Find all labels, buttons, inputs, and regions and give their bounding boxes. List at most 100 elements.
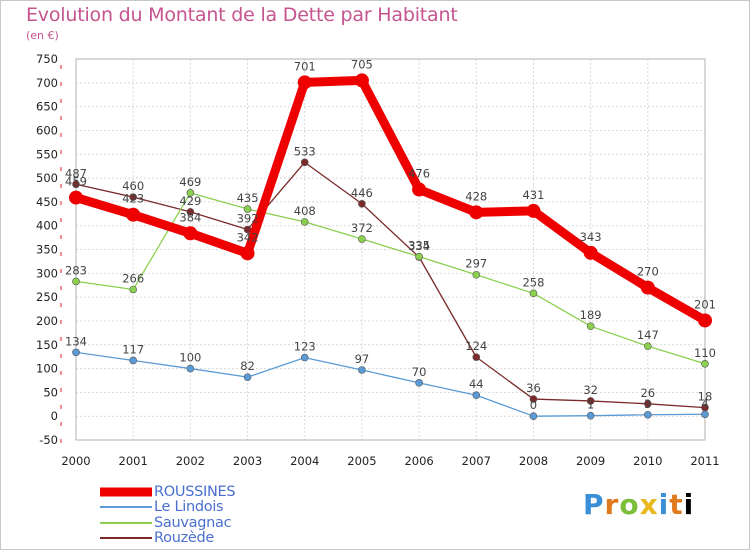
y-tick-label: 150 xyxy=(36,338,58,352)
data-label: 384 xyxy=(179,210,201,224)
data-point xyxy=(701,410,709,419)
legend-item: ROUSSINES xyxy=(100,483,236,500)
data-point xyxy=(586,397,595,405)
data-label: 431 xyxy=(522,188,544,202)
data-label: 343 xyxy=(580,230,602,244)
data-point xyxy=(472,270,481,279)
data-label: 3 xyxy=(644,397,651,411)
y-tick-label: 100 xyxy=(36,362,58,376)
data-label: 705 xyxy=(351,57,373,71)
data-label: 297 xyxy=(465,257,487,271)
y-tick-label: 250 xyxy=(36,290,58,304)
data-label: 335 xyxy=(408,239,430,253)
data-label: 18 xyxy=(698,390,713,404)
data-label: 117 xyxy=(122,342,144,356)
y-tick-label: 200 xyxy=(36,314,58,328)
plot-area xyxy=(76,59,705,440)
data-label: 334 xyxy=(408,239,430,253)
x-tick-label: 2010 xyxy=(633,454,662,468)
data-point xyxy=(472,391,481,400)
x-tick-label: 2001 xyxy=(119,454,148,468)
data-point xyxy=(358,199,366,208)
data-label: 533 xyxy=(294,144,316,158)
data-point xyxy=(358,235,366,243)
data-label: 70 xyxy=(412,365,427,379)
data-point xyxy=(297,75,312,90)
y-tick-label: 350 xyxy=(36,243,58,257)
y-tick-label: 300 xyxy=(36,266,58,280)
data-label: 123 xyxy=(294,340,316,354)
data-label: 100 xyxy=(179,351,201,365)
data-point xyxy=(586,322,595,330)
data-point xyxy=(72,180,80,189)
data-label: 36 xyxy=(526,381,541,395)
x-tick-label: 2007 xyxy=(462,454,491,468)
data-label: 469 xyxy=(179,175,201,189)
data-point xyxy=(358,366,366,374)
data-point xyxy=(129,285,137,294)
data-point xyxy=(529,395,538,403)
data-label: 32 xyxy=(583,383,598,397)
data-point xyxy=(129,193,137,201)
legend-label-sauvagnac: Sauvagnac xyxy=(154,514,232,531)
grid xyxy=(75,58,706,441)
y-tick-label: 50 xyxy=(43,385,58,399)
data-point xyxy=(583,245,598,260)
data-label: 1 xyxy=(587,398,594,412)
legend-label-roussines: ROUSSINES xyxy=(154,483,236,500)
data-label: 82 xyxy=(240,359,255,373)
data-label: 423 xyxy=(122,192,144,206)
data-label: 26 xyxy=(640,386,655,400)
data-point xyxy=(644,410,652,419)
x-tick-label: 2002 xyxy=(176,454,205,468)
data-point xyxy=(186,189,195,197)
series-line-sauvagnac xyxy=(75,192,706,365)
legend-swatch xyxy=(100,537,152,540)
y-tick-label: 750 xyxy=(36,52,58,66)
data-point xyxy=(300,353,309,362)
data-label: 487 xyxy=(65,166,87,180)
data-point xyxy=(186,208,195,216)
x-tick-label: 2006 xyxy=(404,454,433,468)
data-label: 134 xyxy=(65,334,87,348)
data-label: 372 xyxy=(351,221,373,235)
data-point xyxy=(412,182,427,197)
legend-label-le-lindois: Le Lindois xyxy=(154,499,224,516)
data-point xyxy=(240,246,255,261)
data-label: 459 xyxy=(65,175,87,189)
data-point xyxy=(243,373,252,381)
y-tick-label: 450 xyxy=(36,195,58,209)
data-label: 460 xyxy=(122,179,144,193)
data-point xyxy=(469,205,484,220)
data-label: 0 xyxy=(530,398,537,412)
data-label: 701 xyxy=(294,59,316,73)
y-tick-label: 0 xyxy=(51,409,58,423)
legend-label-rouzede: Rouzède xyxy=(154,530,215,547)
data-point xyxy=(183,226,198,241)
x-tick-label: 2003 xyxy=(233,454,262,468)
x-tick-label: 2011 xyxy=(690,454,719,468)
legend-swatch xyxy=(100,506,152,509)
legend-item: Le Lindois xyxy=(100,499,235,516)
data-label: 44 xyxy=(469,377,484,391)
data-point xyxy=(529,412,538,420)
data-point xyxy=(186,364,195,373)
data-label: 270 xyxy=(637,265,659,279)
data-label: 201 xyxy=(694,297,716,311)
y-tick-label: 600 xyxy=(36,123,58,137)
data-label: 283 xyxy=(65,263,87,277)
legend-item: Sauvagnac xyxy=(100,515,235,531)
data-label: 4 xyxy=(701,396,708,410)
data-point xyxy=(526,203,541,218)
y-tick-label: -50 xyxy=(39,433,58,447)
plot-border xyxy=(75,58,706,441)
legend-swatch xyxy=(100,487,152,497)
data-point xyxy=(300,158,309,167)
data-point xyxy=(69,190,83,205)
data-point xyxy=(698,313,712,328)
data-point xyxy=(472,353,481,361)
data-point xyxy=(701,359,709,368)
series-line-roussines xyxy=(74,75,708,325)
x-tick-label: 2008 xyxy=(519,454,548,468)
